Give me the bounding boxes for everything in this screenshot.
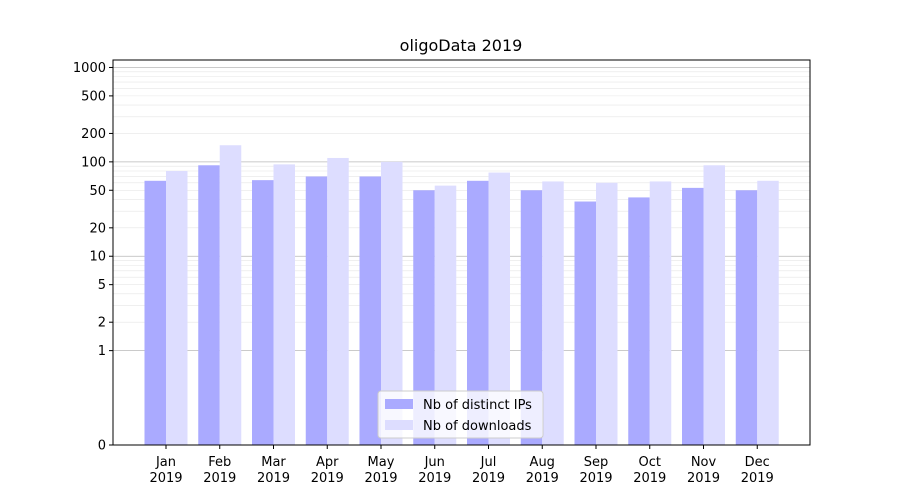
x-tick-label-month: Apr xyxy=(316,455,339,470)
legend-box xyxy=(377,390,544,439)
x-tick-label-month: Sep xyxy=(584,455,609,470)
legend: Nb of distinct IPs Nb of downloads xyxy=(377,390,544,439)
bar-downloads xyxy=(703,165,725,445)
y-tick-label: 50 xyxy=(89,184,106,199)
y-tick-label: 20 xyxy=(89,221,106,236)
y-tick-label: 200 xyxy=(81,127,106,142)
bar-downloads xyxy=(542,181,564,445)
bar-distinct-ips xyxy=(735,190,758,445)
bar-distinct-ips xyxy=(574,201,596,445)
x-tick-label-month: Jan xyxy=(155,455,176,470)
bar-downloads xyxy=(434,185,457,445)
bar-distinct-ips xyxy=(467,180,489,445)
x-tick-label-year: 2019 xyxy=(579,471,612,486)
bar-distinct-ips xyxy=(520,190,543,445)
x-axis: Jan2019Feb2019Mar2019Apr2019May2019Jun20… xyxy=(149,445,774,486)
legend-swatch xyxy=(385,420,413,430)
y-tick-label: 2 xyxy=(98,316,106,331)
bar-downloads xyxy=(327,157,349,445)
x-tick-label-month: Nov xyxy=(691,455,717,470)
x-tick-label-month: Jun xyxy=(424,455,445,470)
x-tick-label-year: 2019 xyxy=(364,471,397,486)
x-tick-label-year: 2019 xyxy=(687,471,720,486)
bar-downloads xyxy=(488,172,510,445)
bar-downloads xyxy=(219,145,242,445)
bar-distinct-ips xyxy=(198,165,220,445)
bar-distinct-ips xyxy=(682,187,704,446)
legend-label: Nb of distinct IPs xyxy=(423,398,532,413)
bar-distinct-ips xyxy=(305,176,328,445)
x-tick-label-year: 2019 xyxy=(472,471,505,486)
y-tick-label: 5 xyxy=(98,278,106,293)
x-tick-label-year: 2019 xyxy=(257,471,290,486)
bar-downloads xyxy=(166,171,188,446)
bar-distinct-ips xyxy=(359,176,381,445)
y-tick-label: 0 xyxy=(98,439,106,454)
chart-title: oligoData 2019 xyxy=(400,36,523,55)
y-axis: 0 1 2 5 10 20 50 100 200 500 1000 xyxy=(73,61,113,454)
bar-distinct-ips xyxy=(252,180,274,445)
bar-downloads xyxy=(757,180,779,445)
y-tick-label: 1000 xyxy=(73,61,106,76)
bar-downloads xyxy=(381,161,403,445)
plot-frame xyxy=(112,59,811,446)
y-tick-label: 100 xyxy=(81,155,106,170)
x-tick-label-month: Jul xyxy=(480,455,497,470)
y-tick-label: 500 xyxy=(81,89,106,104)
x-tick-label-year: 2019 xyxy=(149,471,182,486)
bar-downloads xyxy=(649,181,672,445)
legend-label: Nb of downloads xyxy=(423,419,532,434)
bars xyxy=(144,145,779,446)
x-tick-label-month: Aug xyxy=(530,455,555,470)
x-tick-label-year: 2019 xyxy=(311,471,344,486)
x-tick-label-month: Feb xyxy=(208,455,231,470)
bar-distinct-ips xyxy=(628,197,650,445)
bar-distinct-ips xyxy=(144,180,166,445)
x-tick-label-month: May xyxy=(368,455,395,470)
x-tick-label-year: 2019 xyxy=(526,471,559,486)
bar-downloads xyxy=(273,164,295,446)
x-tick-label-month: Oct xyxy=(639,455,661,470)
x-tick-label-year: 2019 xyxy=(203,471,236,486)
x-tick-label-month: Dec xyxy=(745,455,770,470)
legend-swatch xyxy=(385,399,413,409)
x-tick-label-year: 2019 xyxy=(741,471,774,486)
y-tick-label: 1 xyxy=(98,344,106,359)
y-tick-label: 10 xyxy=(89,250,106,265)
x-tick-label-month: Mar xyxy=(261,455,286,470)
bar-downloads xyxy=(596,182,618,445)
x-tick-label-year: 2019 xyxy=(418,471,451,486)
bar-distinct-ips xyxy=(413,190,435,445)
x-tick-label-year: 2019 xyxy=(633,471,666,486)
